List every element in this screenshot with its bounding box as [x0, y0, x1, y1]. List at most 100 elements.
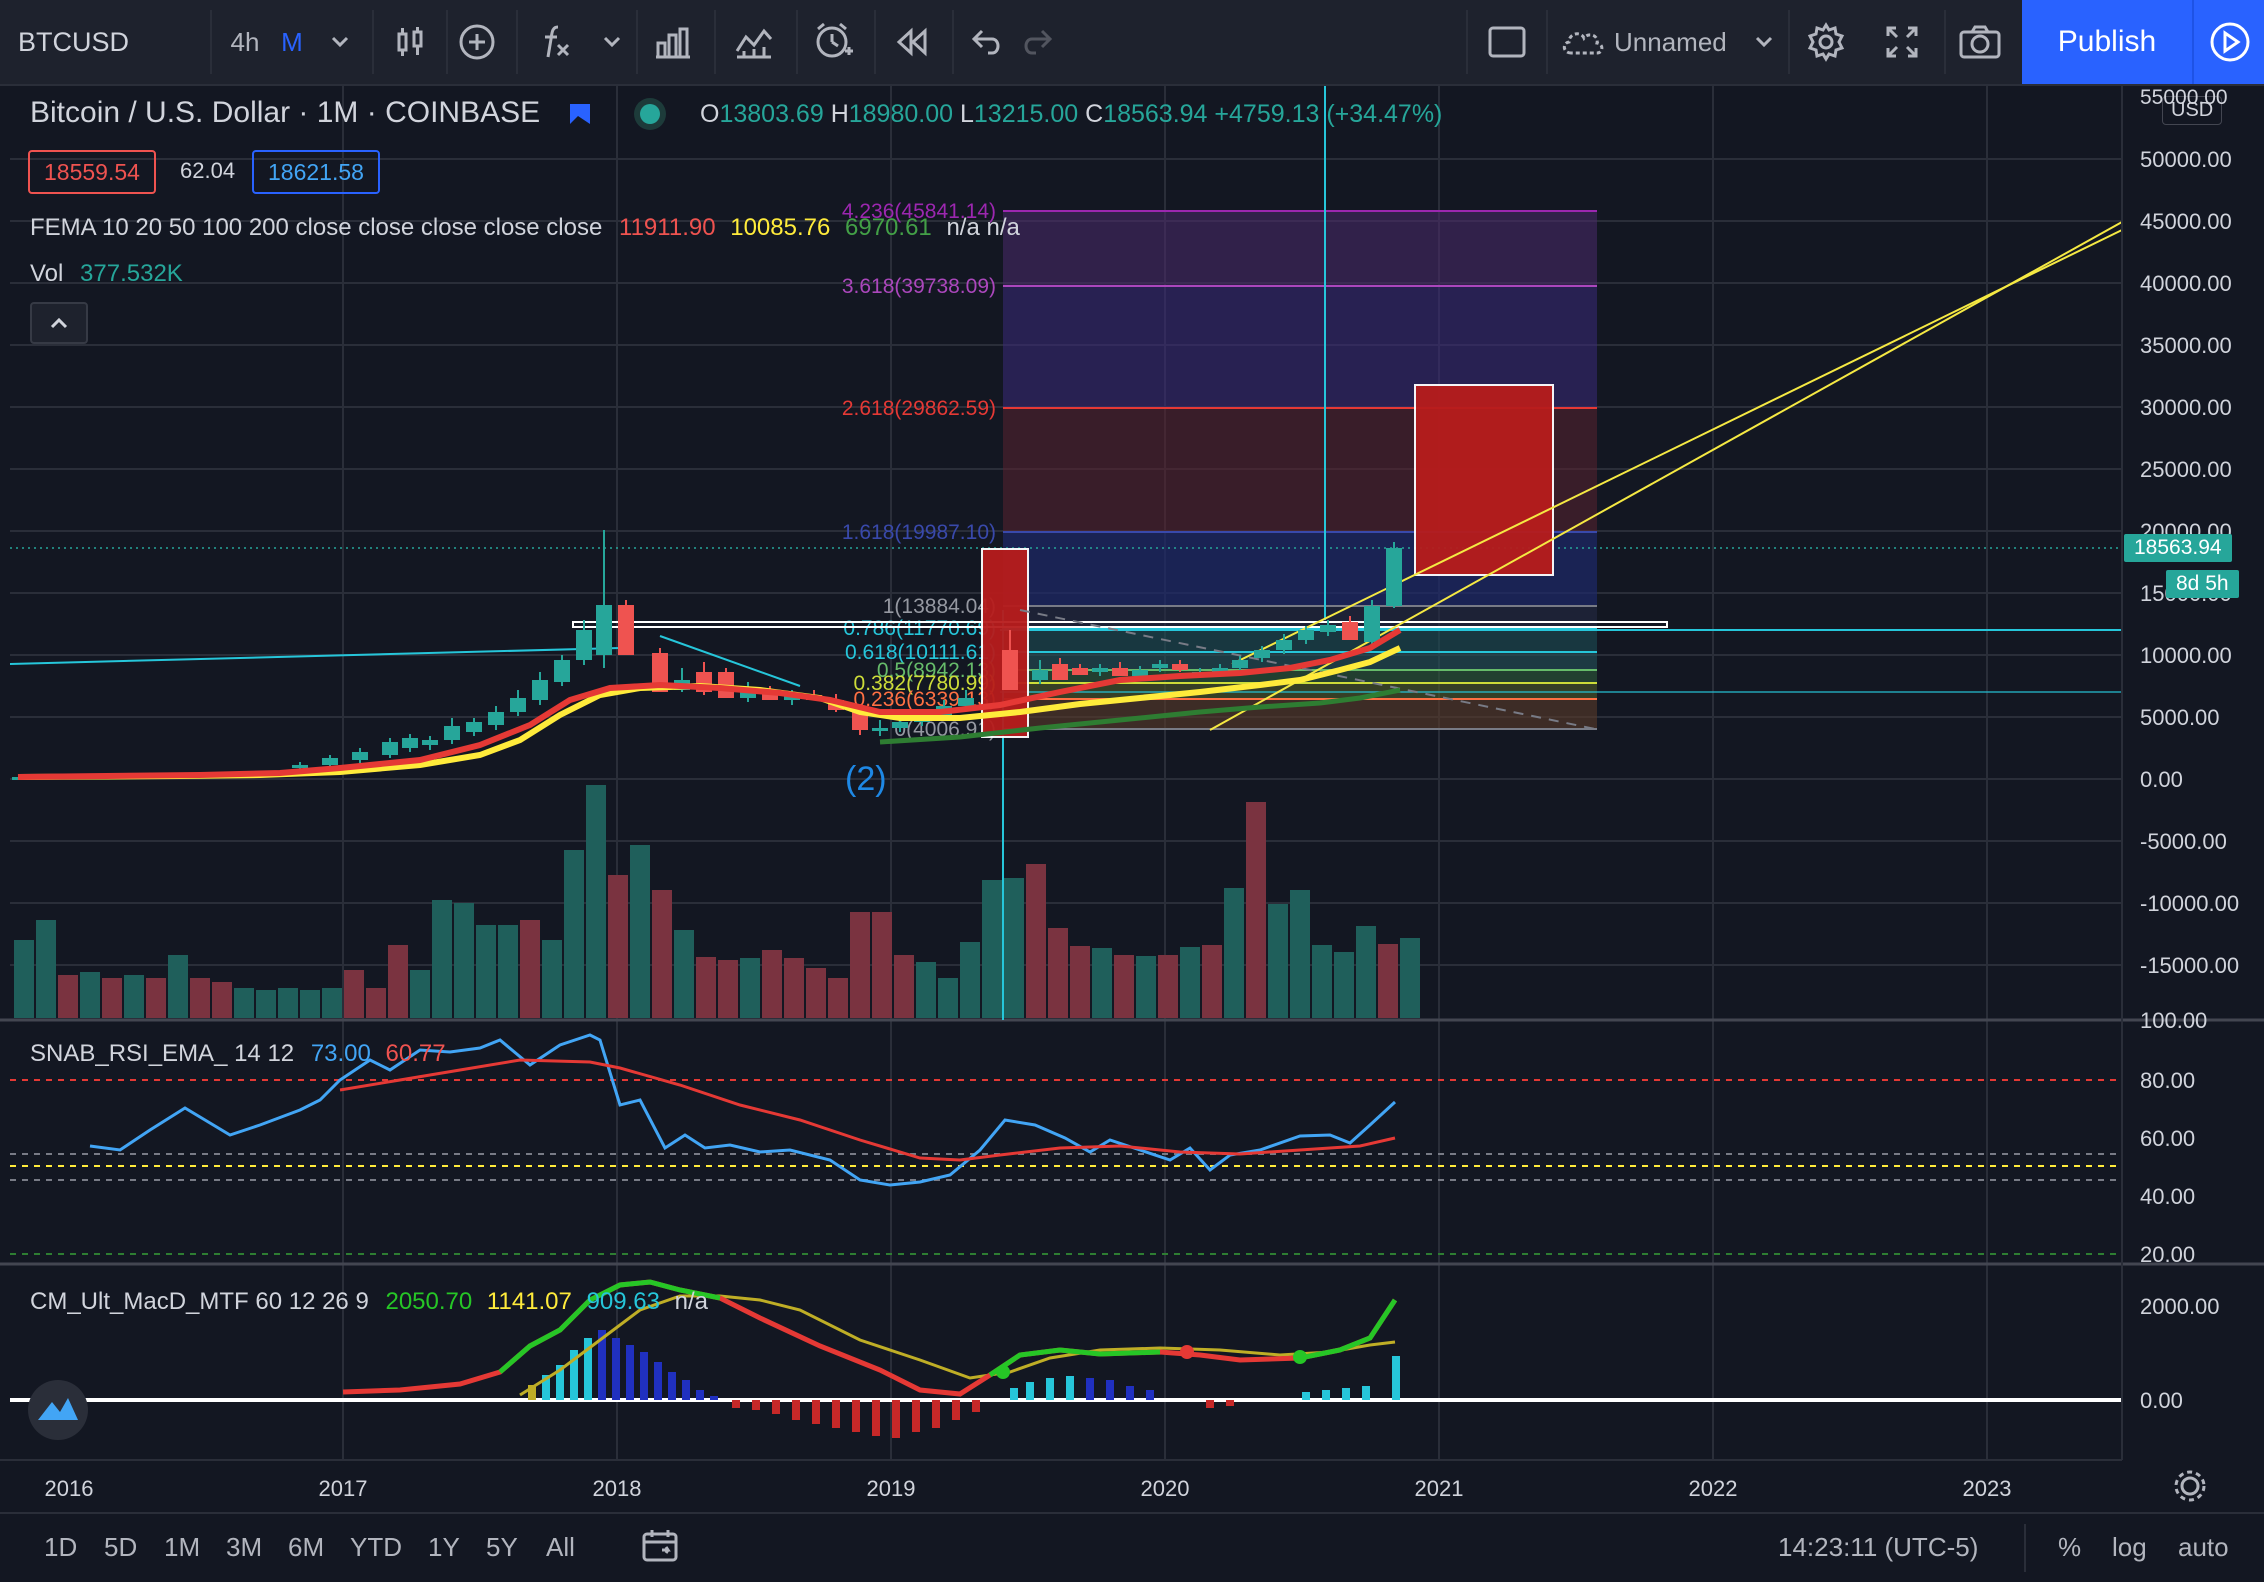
volume-bar — [80, 972, 100, 1018]
volume-histogram — [14, 785, 1420, 1018]
financials-icon[interactable] — [646, 0, 700, 84]
range-button-ytd[interactable]: YTD — [350, 1532, 402, 1562]
rsi-indicator-legend[interactable]: SNAB_RSI_EMA_ 14 12 73.00 60.77 — [30, 1040, 446, 1068]
alert-icon[interactable] — [806, 0, 862, 84]
macd-hist-bar — [1010, 1388, 1018, 1400]
sell-price-button[interactable]: 18559.54 — [28, 150, 156, 194]
candle-body — [1298, 630, 1314, 640]
candle-body — [576, 630, 592, 660]
range-button-5y[interactable]: 5Y — [486, 1532, 518, 1562]
play-icon[interactable] — [2192, 0, 2264, 84]
trend-line-dashed[interactable] — [1019, 609, 1601, 731]
publish-button[interactable]: Publish — [2022, 0, 2192, 84]
goto-date-calendar-icon[interactable] — [640, 1528, 680, 1571]
volume-bar — [1114, 955, 1134, 1018]
indicators-fx-icon[interactable] — [530, 0, 580, 84]
range-button-5d[interactable]: 5D — [104, 1532, 138, 1562]
symbol-title[interactable]: Bitcoin / U.S. Dollar · 1M · COINBASE — [30, 96, 540, 130]
time-axis[interactable]: 2016 2017 2018 2019 2020 2021 2022 2023 — [45, 1476, 2012, 1501]
rsi-tick-label: 80.00 — [2140, 1068, 2195, 1093]
indicators-dropdown-chevron-icon[interactable] — [592, 0, 632, 84]
volume-indicator-legend[interactable]: Vol 377.532K — [30, 260, 183, 288]
candle-body — [292, 765, 308, 768]
fib-level-label: 1(13884.04) — [883, 595, 996, 618]
macd-hist-bar — [872, 1400, 880, 1436]
macd-hist-bar — [1126, 1386, 1134, 1400]
range-button-1m[interactable]: 1M — [164, 1532, 201, 1562]
macd-hist-bar — [732, 1400, 740, 1408]
layout-select-icon[interactable] — [1480, 0, 1534, 84]
layout-dropdown-chevron-icon[interactable] — [1744, 0, 1784, 84]
volume-bar — [498, 925, 518, 1018]
macd-hist-bar — [612, 1338, 620, 1400]
toolbar-divider — [952, 10, 954, 74]
candle-body — [852, 712, 868, 730]
price-axis[interactable]: 50000.00 45000.00 40000.00 35000.00 30000.00… — [2140, 147, 2239, 1413]
wave-label[interactable]: (2) — [845, 760, 887, 798]
macd-hist-bar — [792, 1400, 800, 1420]
white-range-box[interactable] — [572, 621, 1668, 628]
candle-body — [1172, 664, 1188, 670]
price-tick-label: 0.00 — [2140, 767, 2183, 792]
time-tick-label: 2020 — [1141, 1476, 1190, 1501]
buy-price-button[interactable]: 18621.58 — [252, 150, 380, 194]
ema-green-line — [879, 687, 1401, 745]
trend-line-cyan-3[interactable] — [659, 635, 801, 687]
fema-value-1: 11911.90 — [619, 214, 716, 241]
symbol-search-button[interactable]: BTCUSD — [18, 26, 130, 57]
open-value: 13803.69 — [719, 100, 824, 128]
range-button-6m[interactable]: 6M — [288, 1532, 325, 1562]
cloud-save-icon[interactable] — [1556, 0, 1610, 84]
redo-icon[interactable] — [1012, 0, 1062, 84]
symbol-description: Bitcoin / U.S. Dollar · 1M · COINBASE — [30, 96, 541, 129]
toolbar-divider — [372, 10, 374, 74]
macd-cross-dot — [996, 1365, 1010, 1379]
price-tick-label: 25000.00 — [2140, 457, 2232, 482]
templates-icon[interactable] — [724, 0, 784, 84]
interval-month-button[interactable]: M — [281, 26, 303, 57]
fib-level-label: 3.618(39738.09) — [842, 275, 996, 298]
range-button-1y[interactable]: 1Y — [428, 1532, 460, 1562]
log-scale-toggle[interactable]: log — [2112, 1532, 2147, 1562]
time-tick-label: 2019 — [867, 1476, 916, 1501]
volume-bar — [14, 940, 34, 1018]
volume-bar — [190, 978, 210, 1018]
collapse-legend-button[interactable] — [30, 302, 88, 344]
percent-scale-toggle[interactable]: % — [2058, 1532, 2082, 1562]
replay-icon[interactable] — [884, 0, 940, 84]
volume-bar — [894, 955, 914, 1018]
projection-box-2[interactable] — [1414, 384, 1554, 576]
tradingview-logo[interactable] — [28, 1380, 88, 1440]
trend-line-cyan[interactable] — [9, 647, 621, 665]
fullscreen-icon[interactable] — [1872, 0, 1932, 84]
snapshot-camera-icon[interactable] — [1950, 0, 2010, 84]
auto-scale-toggle[interactable]: auto — [2178, 1532, 2229, 1562]
candle-body — [352, 752, 368, 760]
candles-style-icon[interactable] — [380, 0, 440, 84]
compare-add-icon[interactable] — [452, 0, 502, 84]
open-key: O — [700, 100, 720, 128]
chart-settings-gear-icon[interactable] — [2174, 1470, 2206, 1502]
candle-body — [554, 660, 570, 682]
interval-dropdown-chevron-icon[interactable] — [320, 0, 360, 84]
rsi-tick-label: 60.00 — [2140, 1126, 2195, 1151]
price-chart[interactable]: 4.236(45841.14) 3.618(39738.09) 2.618(2986… — [0, 86, 2264, 1512]
settings-gear-icon[interactable] — [1796, 0, 1856, 84]
fema-indicator-legend[interactable]: FEMA 10 20 50 100 200 close close close … — [30, 214, 1020, 242]
volume-bar — [1158, 955, 1178, 1018]
volume-bar — [234, 988, 254, 1018]
trend-line-yellow-1[interactable] — [1209, 221, 2123, 731]
macd-tick-label: 0.00 — [2140, 1388, 2183, 1413]
interval-4h-button[interactable]: 4h — [230, 26, 260, 57]
range-button-3m[interactable]: 3M — [226, 1532, 263, 1562]
range-button-1d[interactable]: 1D — [44, 1532, 78, 1562]
layout-name-label[interactable]: Unnamed — [1614, 26, 1727, 57]
range-button-all[interactable]: All — [546, 1532, 575, 1562]
currency-label[interactable]: USD — [2162, 96, 2223, 125]
macd-hist-bar — [626, 1345, 634, 1400]
trend-line-yellow-2[interactable] — [1231, 229, 2123, 665]
volume-bar — [1334, 952, 1354, 1018]
clock-timezone[interactable]: 14:23:11 (UTC-5) — [1778, 1532, 1979, 1562]
undo-icon[interactable] — [962, 0, 1012, 84]
macd-indicator-legend[interactable]: CM_Ult_MacD_MTF 60 12 26 9 2050.70 1141.… — [30, 1288, 708, 1316]
